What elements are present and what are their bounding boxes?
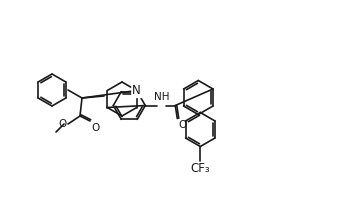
Text: O: O (91, 123, 99, 133)
Text: O: O (59, 119, 67, 129)
Text: CF₃: CF₃ (191, 162, 210, 176)
Text: N: N (132, 84, 141, 97)
Text: NH: NH (154, 93, 169, 103)
Text: O: O (178, 120, 186, 130)
